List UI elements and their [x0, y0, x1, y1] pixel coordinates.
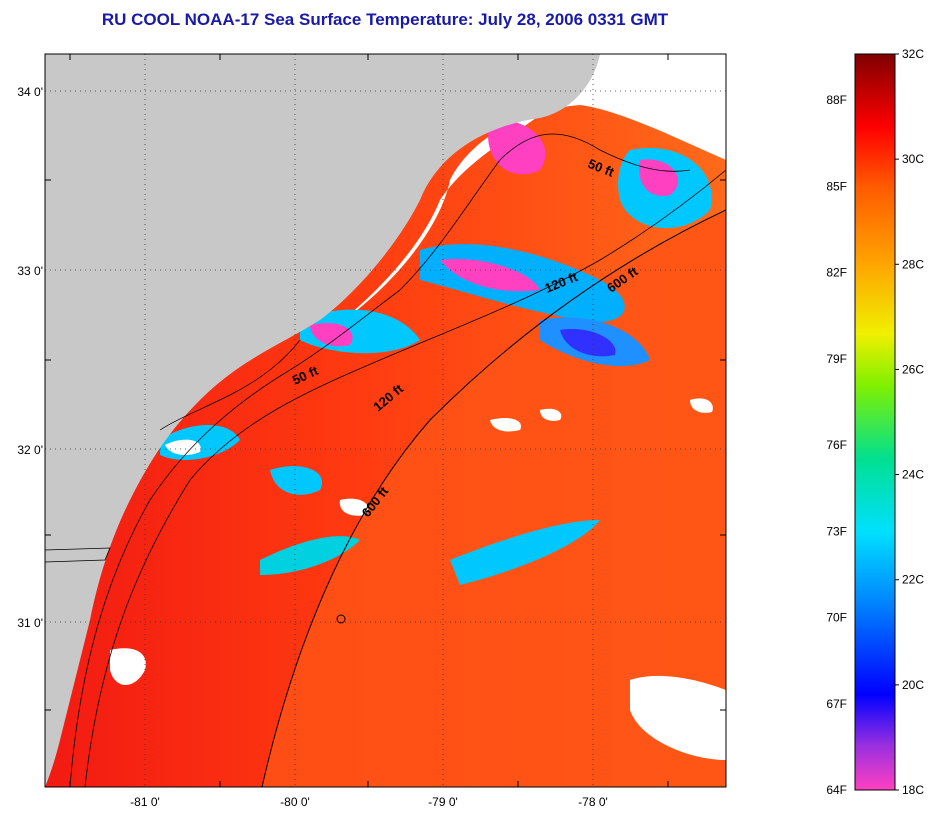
land: [45, 54, 600, 787]
colorbar-f-label: 79F: [826, 352, 847, 366]
lat-tick-label: 31 0': [17, 616, 43, 630]
contour-50ft: [69, 133, 691, 787]
colorbar-f-label: 73F: [826, 524, 847, 538]
cloud-patches: [110, 398, 726, 760]
contour-120ft: [84, 169, 726, 787]
lon-tick-label: -80 0': [280, 795, 310, 809]
coastline-inlet: [45, 547, 111, 563]
lon-tick-label: -78 0': [578, 795, 608, 809]
station-marker: [336, 614, 346, 624]
cool-water-patches: [70, 69, 712, 585]
colorbar-c-label: 20C: [902, 678, 924, 692]
colorbar-f-label: 85F: [826, 179, 847, 193]
colorbar-f-label: 82F: [826, 266, 847, 280]
colorbar-f-label: 76F: [826, 438, 847, 452]
contour-600ft: [261, 209, 726, 787]
lat-tick-label: 34 0': [17, 85, 43, 99]
colorbar-f-label: 64F: [826, 783, 847, 797]
colorbar-c-label: 28C: [902, 257, 924, 271]
colorbar-c-label: 22C: [902, 573, 924, 587]
colorbar-ticks: [895, 53, 899, 791]
colorbar-c-label: 32C: [902, 47, 924, 61]
colorbar-c-label: 18C: [902, 783, 924, 797]
colorbar-f-label: 88F: [826, 93, 847, 107]
cloud-cover-north: [330, 54, 726, 330]
lat-tick-label: 33 0': [17, 264, 43, 278]
colorbar-c-label: 26C: [902, 362, 924, 376]
lat-tick-label: 32 0': [17, 443, 43, 457]
colorbar-f-label: 70F: [826, 611, 847, 625]
map-title: RU COOL NOAA-17 Sea Surface Temperature:…: [101, 10, 669, 29]
coastline: [159, 339, 301, 431]
map-frame: [44, 53, 727, 788]
lon-tick-label: -79 0': [428, 795, 458, 809]
colorbar-c-label: 30C: [902, 152, 924, 166]
colorbar-f-label: 67F: [826, 697, 847, 711]
colorbar-c-label: 24C: [902, 468, 924, 482]
colorbar: [854, 53, 896, 791]
graticule: [45, 54, 726, 787]
frame-ticks: [45, 54, 726, 787]
lon-tick-label: -81 0': [130, 795, 160, 809]
